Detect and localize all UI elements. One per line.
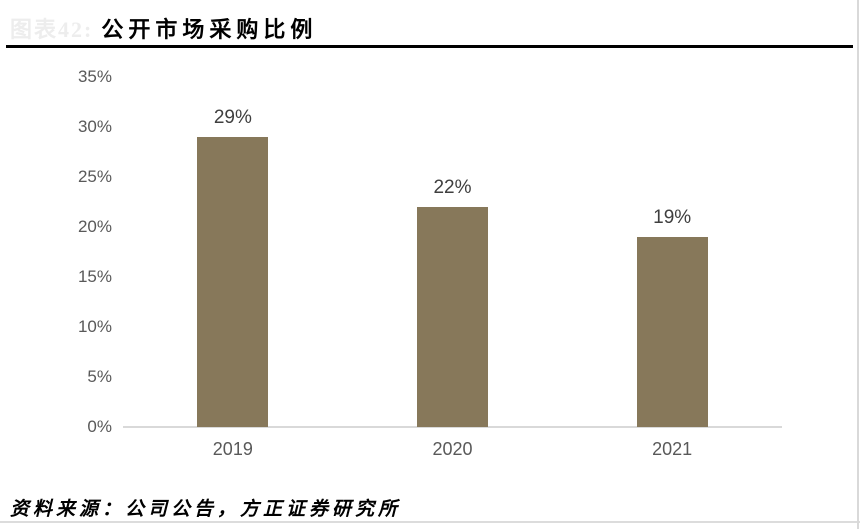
title-underline	[6, 45, 853, 48]
y-tick-label: 5%	[87, 367, 112, 386]
bottom-divider	[0, 521, 860, 523]
y-tick-label: 15%	[77, 267, 112, 286]
bar	[417, 207, 488, 427]
bar-value-label: 19%	[653, 207, 692, 228]
bar	[636, 237, 708, 427]
chart-header: 图表42: 公开市场采购比例	[10, 12, 317, 44]
x-tick-label: 2021	[652, 439, 693, 459]
y-tick-label: 35%	[77, 67, 112, 86]
right-page-border	[857, 0, 859, 529]
y-tick-label: 20%	[77, 217, 112, 236]
bar	[197, 137, 269, 427]
source-note: 资料来源：公司公告，方正证券研究所	[10, 499, 402, 520]
chart-title: 公开市场采购比例	[101, 17, 318, 42]
bar-value-label: 22%	[433, 177, 472, 198]
y-tick-label: 10%	[77, 317, 112, 336]
x-axis-line	[123, 426, 782, 428]
bar-value-label: 29%	[213, 107, 252, 128]
figure-number-label: 图表42:	[10, 17, 94, 42]
y-tick-label: 0%	[87, 417, 112, 436]
y-tick-label: 30%	[77, 117, 112, 136]
x-tick-label: 2019	[212, 439, 253, 459]
y-tick-label: 25%	[77, 167, 112, 186]
x-tick-label: 2020	[432, 439, 473, 459]
